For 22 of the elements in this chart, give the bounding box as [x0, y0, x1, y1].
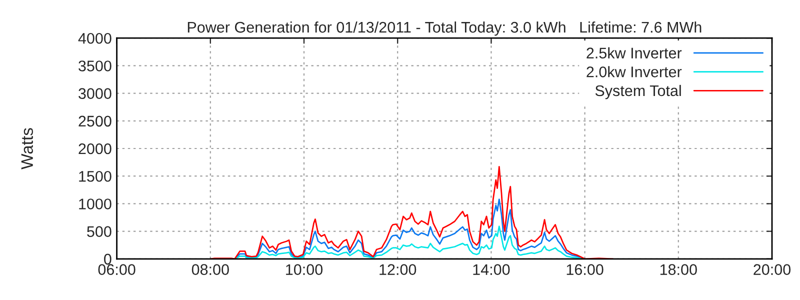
legend-label: System Total: [595, 84, 681, 100]
chart-title: Power Generation for 01/13/2011 - Total Today: 3.0 kWh Lifetime: 7.6 MWh: [188, 21, 702, 36]
y-tick-label: 1500: [79, 170, 112, 182]
y-tick-label: 1000: [79, 198, 112, 210]
x-tick-label: 10:00: [286, 264, 323, 275]
y-tick-label: 2500: [78, 116, 112, 127]
y-tick-label: 3500: [78, 60, 112, 72]
x-tick-label: 12:00: [380, 264, 416, 275]
legend-label: 2.5kw Inverter: [586, 47, 682, 58]
x-tick-label: 16:00: [566, 264, 604, 275]
x-tick-label: 20:00: [754, 264, 791, 275]
y-tick-label: 500: [87, 226, 112, 237]
y-tick-label: 0: [104, 254, 112, 265]
x-tick-label: 06:00: [98, 264, 136, 275]
y-tick-label: 4000: [78, 32, 112, 44]
x-tick-label: 18:00: [660, 264, 697, 275]
x-tick-label: 14:00: [473, 264, 510, 275]
legend-label: 2.0kw Inverter: [586, 66, 682, 78]
y-tick-label: 3000: [78, 88, 112, 99]
y-axis-title: Watts: [21, 128, 33, 170]
x-tick-label: 08:00: [192, 264, 229, 275]
y-tick-label: 2000: [78, 143, 112, 154]
